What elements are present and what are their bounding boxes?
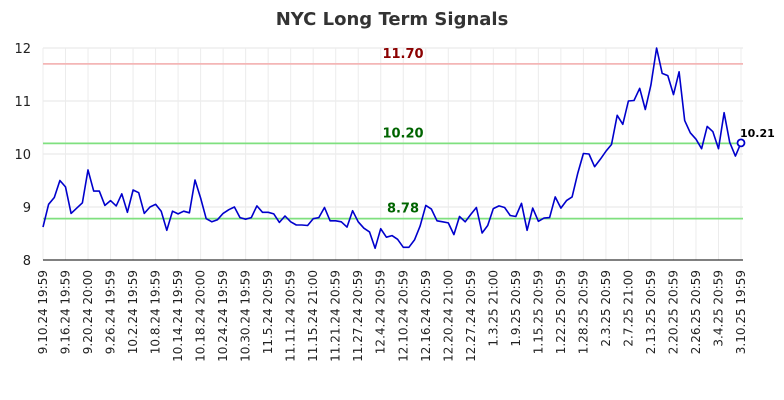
- y-tick-label: 8: [23, 254, 31, 269]
- x-tick-label: 10.8.24 19:59: [149, 270, 163, 354]
- x-tick-label: 12.27.24 20:59: [464, 270, 478, 362]
- x-tick-label: 11.21.24 20:59: [329, 270, 343, 362]
- x-tick-label: 2.13.25 20:59: [644, 270, 658, 354]
- x-tick-label: 2.3.25 20:59: [599, 270, 613, 347]
- x-tick-label: 12.4.24 20:59: [374, 270, 388, 354]
- x-tick-label: 9.20.24 20:00: [81, 270, 95, 354]
- x-tick-label: 12.16.24 20:59: [419, 270, 433, 362]
- grid: [42, 47, 743, 261]
- x-tick-label: 10.2.24 19:59: [126, 270, 140, 354]
- x-tick-label: 10.14.24 19:59: [171, 270, 185, 362]
- y-tick-label: 12: [14, 42, 31, 57]
- reference-line-label: 8.78: [387, 202, 419, 217]
- x-tick-label: 2.20.25 20:59: [666, 270, 680, 354]
- x-tick-label: 9.10.24 19:59: [36, 270, 50, 354]
- x-tick-label: 1.9.25 20:59: [509, 270, 523, 347]
- series-layer: [42, 47, 746, 250]
- x-tick-label: 11.5.24 20:59: [261, 270, 275, 354]
- x-tick-label: 2.26.25 20:59: [689, 270, 703, 354]
- x-axis: 9.10.24 19:59 9.16.24 19:59 9.20.24 20:00 9…: [36, 259, 748, 362]
- x-tick-label: 11.15.24 21:00: [306, 270, 320, 362]
- x-tick-label: 10.18.24 20:00: [194, 270, 208, 362]
- x-tick-label: 1.15.25 20:59: [531, 270, 545, 354]
- x-tick-label: 2.7.25 21:00: [621, 270, 635, 347]
- x-tick-label: 1.22.25 20:59: [554, 270, 568, 354]
- y-tick-label: 11: [14, 95, 31, 110]
- x-tick-label: 9.26.24 19:59: [104, 270, 118, 354]
- y-tick-label: 10: [14, 148, 31, 163]
- reference-line-label: 10.20: [382, 126, 423, 141]
- x-tick-label: 3.10.25 19:59: [734, 270, 748, 354]
- last-point-marker: [736, 138, 746, 148]
- x-tick-label: 11.11.24 20:59: [284, 270, 298, 362]
- x-tick-label: 10.24.24 19:59: [216, 270, 230, 362]
- y-tick-label: 9: [23, 201, 31, 216]
- reference-line-label: 11.70: [382, 47, 423, 62]
- x-tick-label: 9.16.24 19:59: [59, 270, 73, 354]
- x-tick-label: 12.10.24 20:59: [396, 270, 410, 362]
- x-tick-label: 3.4.25 20:59: [711, 270, 725, 347]
- chart-title: NYC Long Term Signals: [276, 9, 509, 30]
- y-axis: 8 9 10 11 12: [14, 42, 31, 269]
- x-tick-label: 11.27.24 20:59: [351, 270, 365, 362]
- last-value-label: 10.21: [740, 127, 775, 140]
- x-tick-label: 1.28.25 20:59: [576, 270, 590, 354]
- series-line: [42, 47, 742, 250]
- x-tick-label: 10.30.24 19:59: [239, 270, 253, 362]
- x-tick-label: 12.20.24 21:00: [441, 270, 455, 362]
- annotations: 11.70 10.20 8.78 10.21: [382, 47, 774, 217]
- x-tick-label: 1.3.25 21:00: [486, 270, 500, 347]
- reference-lines: [43, 63, 743, 220]
